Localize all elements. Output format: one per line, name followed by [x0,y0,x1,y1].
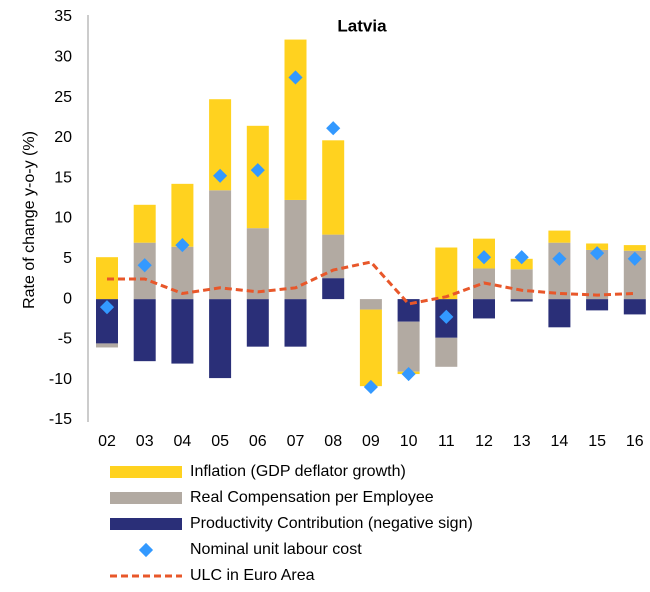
marker [288,70,303,85]
marker [439,309,454,324]
bar-segment [322,234,345,279]
bar-segment [359,299,382,310]
marker [514,250,529,265]
x-tick-label: 06 [249,433,267,450]
y-tick-label: -10 [49,371,72,388]
bar-segment [284,39,307,200]
x-tick-label: 04 [174,433,192,450]
y-tick-label: -15 [49,411,72,428]
bar-segment [171,246,194,300]
marker [476,250,492,265]
bar-segment [284,199,307,300]
bar-segment [548,299,571,328]
y-tick-label: 10 [54,210,72,227]
bar-segment [246,299,269,347]
x-tick-label: 12 [475,433,493,450]
marker [99,300,115,315]
x-tick-label: 15 [588,433,606,450]
bar-segment [435,247,458,300]
legend-swatch [110,492,182,504]
legend-swatch [110,466,182,478]
x-tick-label: 10 [400,433,418,450]
y-tick-label: -5 [58,331,72,348]
legend-swatch [138,542,154,558]
bar-segment [133,204,156,243]
x-tick-label: 16 [626,433,644,450]
y-tick-label: 25 [54,89,72,106]
bar-segment [246,228,269,300]
marker [627,251,642,266]
bar-segment [96,343,118,348]
legend-label: Nominal unit labour cost [190,541,362,558]
bar-segment [548,242,571,300]
bar-segment [473,299,495,319]
bar-segment [209,99,232,191]
legend-label: Productivity Contribution (negative sign… [190,515,473,532]
legend-label: ULC in Euro Area [190,567,315,584]
y-tick-label: 35 [54,8,72,25]
x-tick-label: 09 [362,433,380,450]
bar-segment [171,183,194,247]
marker [326,121,341,136]
bar-segment [322,278,345,300]
y-tick-label: 15 [54,169,72,186]
bar-segment [586,299,609,311]
y-tick-label: 0 [63,290,72,307]
x-tick-label: 02 [98,433,116,450]
bar-segment [96,299,118,344]
chart-title: Latvia [337,16,387,35]
y-tick-label: 30 [54,49,72,66]
x-tick-label: 07 [287,433,305,450]
marker [590,246,605,261]
x-tick-label: 03 [136,433,154,450]
bar-segment [397,321,420,372]
legend-label: Inflation (GDP deflator growth) [190,463,406,480]
marker [363,379,378,395]
bar-segment [548,230,571,243]
bar-segment [623,245,646,251]
legend-swatch [110,518,182,530]
bar-segment [623,299,646,315]
legend-label: Real Compensation per Employee [190,489,434,506]
bar-segment [623,250,646,300]
y-tick-label: 5 [63,250,72,267]
y-axis-title: Rate of change y-o-y (%) [21,131,38,309]
bar-segment [510,299,533,302]
bar-segment [435,337,458,367]
bar-segment [209,299,232,379]
bar-segment [359,309,382,387]
bar-segment [209,190,232,300]
line [107,260,635,306]
bar-segment [397,299,420,322]
marker [137,258,152,273]
bar-segment [284,299,307,347]
bar-segment [510,269,533,300]
bar-segment [586,249,609,300]
marker [552,251,567,266]
x-tick-label: 14 [551,433,569,450]
x-tick-label: 13 [513,433,531,450]
x-tick-label: 05 [211,433,229,450]
bar-segment [171,299,194,364]
marker [401,366,416,382]
y-tick-label: 20 [54,129,72,146]
bar-segment [133,299,156,362]
x-tick-label: 08 [324,433,342,450]
bar-segment [322,140,345,235]
x-tick-label: 11 [438,433,455,450]
